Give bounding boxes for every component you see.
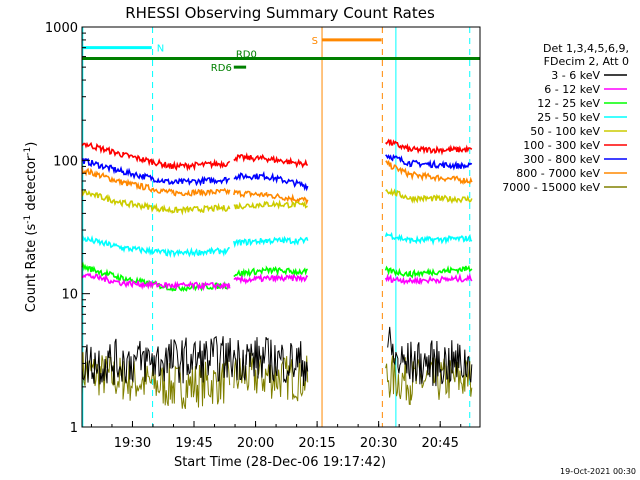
series-segment-2 xyxy=(384,272,473,286)
y-label-post: ) xyxy=(24,142,39,147)
series-segment-0 xyxy=(81,141,231,172)
y-tick-label-3: 1000 xyxy=(45,21,78,36)
state-bars: N S RD0 RD6 xyxy=(82,36,480,74)
data-series xyxy=(81,138,473,410)
series-800-7000-kev xyxy=(81,159,473,206)
x-tick-label-5: 20:45 xyxy=(421,436,458,451)
series-segment-0 xyxy=(81,189,231,216)
legend: Det 1,3,4,5,6,9, FDecim 2, Att 0 3 - 6 k… xyxy=(502,42,629,194)
state-bar-label-s: S xyxy=(312,36,318,47)
legend-header-line-1: Det 1,3,4,5,6,9, xyxy=(543,42,629,55)
series-segment-1 xyxy=(233,265,308,278)
series-25-50-kev xyxy=(81,231,473,258)
chart-title: RHESSI Observing Summary Count Rates xyxy=(125,4,435,22)
series-50-100-kev xyxy=(81,187,473,216)
legend-label-3: 25 - 50 keV xyxy=(537,111,600,124)
legend-label-2: 12 - 25 keV xyxy=(537,97,600,110)
x-tick-label-1: 19:45 xyxy=(175,436,212,451)
legend-label-4: 50 - 100 keV xyxy=(530,125,600,138)
x-tick-label-4: 20:30 xyxy=(360,436,397,451)
series-segment-2 xyxy=(385,159,473,186)
series-3-6-kev xyxy=(81,326,473,387)
series-segment-2 xyxy=(385,187,473,205)
x-tick-label-2: 20:00 xyxy=(237,436,274,451)
series-segment-1 xyxy=(233,189,309,206)
series-segment-1 xyxy=(233,273,309,285)
series-segment-2 xyxy=(384,264,473,279)
series-segment-0 xyxy=(81,352,231,410)
state-bar-label-rd6: RD6 xyxy=(211,63,232,74)
x-tick-label-3: 20:15 xyxy=(298,436,335,451)
series-segment-2 xyxy=(387,326,473,387)
series-100-300-kev xyxy=(81,138,473,172)
legend-label-8: 7000 - 15000 keV xyxy=(502,181,600,194)
series-segment-0 xyxy=(81,234,230,258)
y-tick-label-2: 100 xyxy=(53,154,78,169)
series-300-800-kev xyxy=(81,153,473,192)
series-segment-0 xyxy=(81,167,231,197)
legend-header-line-2: FDecim 2, Att 0 xyxy=(544,55,629,68)
series-segment-0 xyxy=(81,157,231,187)
series-6-12-kev xyxy=(81,272,473,292)
series-segment-1 xyxy=(233,170,309,192)
series-segment-0 xyxy=(81,272,231,292)
series-segment-1 xyxy=(233,235,309,249)
y-tick-label-1: 10 xyxy=(61,288,78,303)
x-axis-label: Start Time (28-Dec-06 19:17:42) xyxy=(174,455,386,470)
y-tick-label-0: 1 xyxy=(70,421,78,436)
series-segment-1 xyxy=(233,199,308,210)
legend-label-1: 6 - 12 keV xyxy=(544,83,600,96)
series-segment-2 xyxy=(385,153,473,171)
x-tick-label-0: 19:30 xyxy=(114,436,151,451)
legend-label-7: 800 - 7000 keV xyxy=(516,167,600,180)
y-axis-label: Count Rate (s-1 detector-1) xyxy=(23,142,39,313)
x-axis-ticks: 19:30 19:45 20:00 20:15 20:30 20:45 xyxy=(90,421,462,451)
y-label-mid: detector xyxy=(24,155,39,215)
plot-frame xyxy=(81,26,481,428)
series-segment-1 xyxy=(245,337,309,387)
y-label-pre: Count Rate (s xyxy=(24,224,39,313)
legend-label-5: 100 - 300 keV xyxy=(523,139,600,152)
series-segment-2 xyxy=(385,138,473,156)
state-bar-label-n: N xyxy=(157,44,164,55)
timestamp-footer: 19-Oct-2021 00:30 xyxy=(560,467,636,476)
y-axis-ticks: 1 10 100 1000 xyxy=(45,21,90,436)
series-segment-2 xyxy=(384,231,473,246)
series-segment-1 xyxy=(233,151,308,169)
series-segment-0 xyxy=(81,335,247,385)
legend-label-6: 300 - 800 keV xyxy=(523,153,600,166)
legend-label-0: 3 - 6 keV xyxy=(551,69,600,82)
y-label-sup1: -1 xyxy=(23,215,33,224)
vertical-marker-lines xyxy=(82,27,471,427)
state-bar-label-rd0: RD0 xyxy=(236,50,257,61)
y-label-sup2: -1 xyxy=(23,147,33,156)
